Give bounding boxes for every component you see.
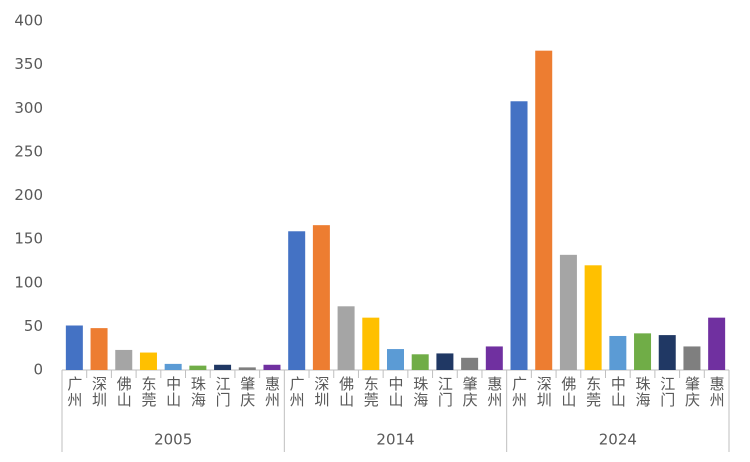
group-label: 2024 [599,431,637,449]
bar [510,101,528,371]
bar [214,364,232,370]
x-tick-label: 江门 [436,376,454,408]
x-tick-label: 佛山 [337,376,355,408]
x-tick-label: 东莞 [362,376,380,408]
group-label: 2014 [376,431,414,449]
x-tick-label: 佛山 [559,376,577,408]
y-tick-label: 100 [14,273,43,291]
x-tick-label: 深圳 [535,376,553,408]
bar [337,306,355,370]
x-tick-label: 惠州 [485,376,503,408]
y-tick-label: 250 [14,142,43,160]
bar [312,225,330,370]
bar [115,349,133,370]
x-tick-label: 深圳 [90,376,108,408]
y-tick-label: 300 [14,99,43,117]
bar [461,357,479,370]
bar [436,353,454,370]
bar [411,354,429,370]
bar [263,364,281,370]
bar [288,231,306,370]
bar [535,50,553,370]
x-tick-label: 东莞 [584,376,602,408]
x-tick-label: 肇庆 [461,376,479,408]
bar [90,328,108,370]
y-tick-label: 200 [14,186,43,204]
x-tick-label: 佛山 [115,376,133,408]
bar [65,325,83,370]
group-label: 2005 [154,431,192,449]
x-tick-label: 广州 [510,376,528,408]
bar [139,352,157,370]
x-tick-label: 惠州 [708,376,726,408]
bar [634,333,652,370]
x-tick-label: 广州 [65,376,83,408]
x-tick-label: 中山 [164,376,182,408]
bar [584,265,602,370]
x-tick-label: 珠海 [411,376,429,408]
bar [485,346,503,370]
bar [708,317,726,370]
bar [189,365,207,370]
x-tick-label: 深圳 [312,376,330,408]
x-tick-label: 江门 [658,376,676,408]
y-tick-label: 0 [33,361,43,379]
x-tick-label: 惠州 [263,376,281,408]
bar [387,349,404,370]
x-tick-label: 珠海 [189,376,207,408]
x-tick-label: 广州 [288,376,306,408]
x-tick-label: 中山 [609,376,627,408]
x-tick-label: 珠海 [634,376,652,408]
bar [164,363,182,370]
bar [683,346,701,370]
x-tick-label: 江门 [214,376,232,408]
y-tick-label: 400 [14,12,43,30]
bar [658,335,676,370]
x-tick-label: 肇庆 [238,376,256,408]
y-tick-label: 150 [14,230,43,248]
x-tick-label: 东莞 [139,376,157,408]
x-tick-label: 肇庆 [683,376,701,408]
bar [362,317,380,370]
y-tick-label: 50 [24,317,43,335]
y-tick-label: 350 [14,55,43,73]
bar [609,335,627,370]
bar [559,254,577,370]
bar [238,367,256,370]
x-tick-label: 中山 [387,376,405,408]
